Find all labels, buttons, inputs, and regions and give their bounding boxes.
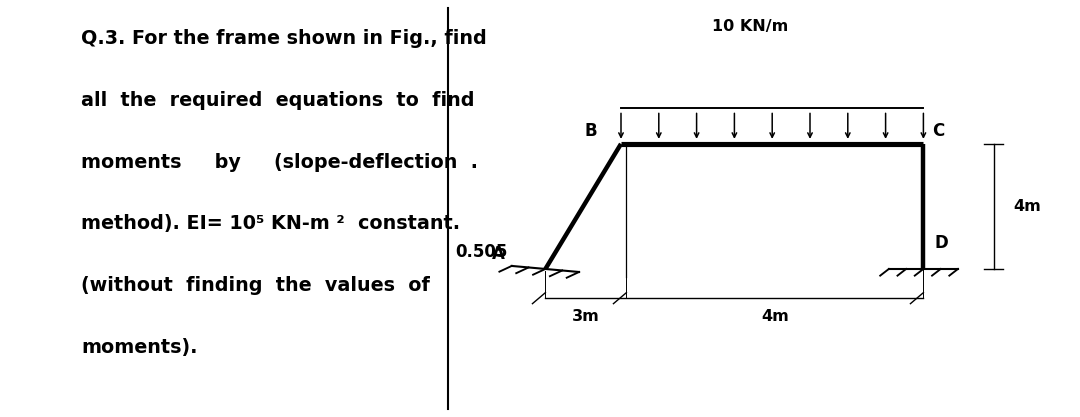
- Text: 4m: 4m: [1013, 199, 1041, 214]
- Text: B: B: [584, 122, 597, 140]
- Text: (without  finding  the  values  of: (without finding the values of: [81, 276, 430, 295]
- Text: A: A: [491, 245, 504, 264]
- Text: moments     by     (slope-deflection  .: moments by (slope-deflection .: [81, 153, 478, 172]
- Text: D: D: [934, 234, 948, 252]
- Text: 4m: 4m: [761, 309, 788, 324]
- Text: all  the  required  equations  to  find: all the required equations to find: [81, 91, 474, 110]
- Text: Q.3. For the frame shown in Fig., find: Q.3. For the frame shown in Fig., find: [81, 29, 487, 48]
- Text: moments).: moments).: [81, 338, 198, 357]
- Text: 3m: 3m: [572, 309, 599, 324]
- Text: 0.505: 0.505: [456, 243, 508, 261]
- Text: method). EI= 10⁵ KN-m ²  constant.: method). EI= 10⁵ KN-m ² constant.: [81, 214, 460, 234]
- Text: C: C: [932, 122, 944, 140]
- Text: 10 KN/m: 10 KN/m: [713, 19, 788, 34]
